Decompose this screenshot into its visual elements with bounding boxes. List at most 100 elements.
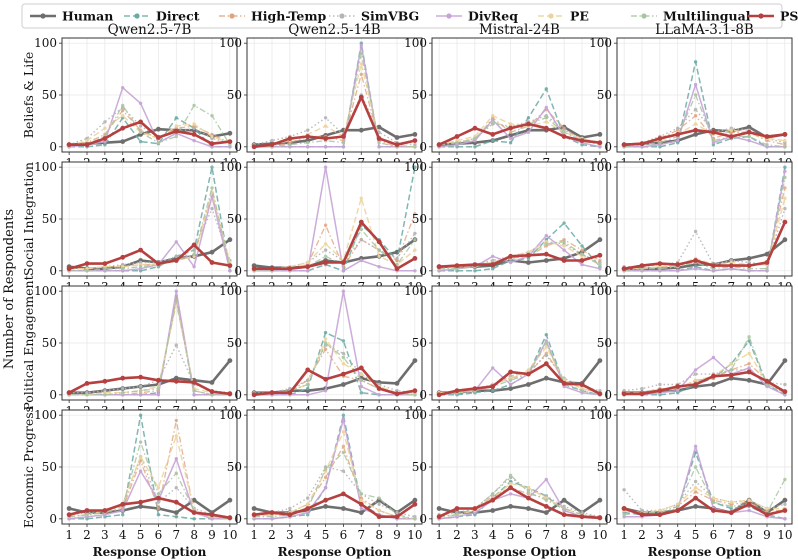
data-point xyxy=(413,517,417,521)
data-point xyxy=(121,513,125,517)
data-point xyxy=(341,430,346,434)
data-point xyxy=(156,261,161,266)
y-tick-label: 100 xyxy=(404,408,427,422)
y-tick-label: 0 xyxy=(419,140,427,154)
data-point xyxy=(728,510,734,515)
data-point xyxy=(120,139,126,145)
data-point xyxy=(394,142,400,148)
data-point xyxy=(359,43,363,47)
data-point xyxy=(209,389,215,395)
y-tick-label: 0 xyxy=(604,388,612,402)
series-line xyxy=(69,414,230,520)
series-line xyxy=(624,128,786,146)
data-point xyxy=(693,258,698,263)
data-point xyxy=(693,132,698,137)
series-line xyxy=(439,482,601,520)
data-point xyxy=(544,353,548,358)
y-tick-label: 50 xyxy=(597,336,612,350)
y-tick-label: 50 xyxy=(597,460,612,474)
series-line xyxy=(624,108,786,146)
data-point xyxy=(323,124,328,128)
data-point xyxy=(174,515,178,519)
data-point xyxy=(358,510,364,515)
y-tick-label: 0 xyxy=(604,140,612,154)
series-line xyxy=(624,94,785,148)
data-point xyxy=(138,499,144,505)
data-point xyxy=(341,141,346,145)
data-point xyxy=(210,165,214,169)
data-point xyxy=(472,506,478,511)
data-point xyxy=(561,512,567,518)
series-psii xyxy=(66,242,233,272)
data-point xyxy=(658,382,662,387)
data-point xyxy=(711,138,716,143)
data-point xyxy=(191,497,197,503)
data-point xyxy=(508,141,513,145)
data-point xyxy=(693,229,698,234)
series-line xyxy=(254,290,415,396)
series-line xyxy=(68,243,231,270)
series-line xyxy=(439,478,600,520)
data-point xyxy=(269,142,275,148)
data-point xyxy=(657,512,663,518)
data-point xyxy=(491,492,495,496)
data-point xyxy=(138,374,144,380)
data-point xyxy=(341,289,346,293)
data-point xyxy=(455,141,459,145)
data-point xyxy=(358,127,364,133)
y-tick-label: 50 xyxy=(227,336,242,350)
y-tick-label: 0 xyxy=(234,264,242,278)
data-point xyxy=(377,496,381,500)
x-tick-label: 6 xyxy=(155,528,163,542)
data-point xyxy=(270,515,274,519)
series-line xyxy=(624,363,786,396)
data-point xyxy=(191,242,197,248)
data-point xyxy=(728,263,734,268)
column-title: Mistral-24B xyxy=(479,22,560,38)
data-point xyxy=(526,116,531,120)
data-point xyxy=(377,145,381,149)
data-point xyxy=(323,254,328,258)
series-psii xyxy=(621,127,788,148)
x-tick-label: 6 xyxy=(710,528,718,542)
data-point xyxy=(782,358,788,363)
data-point xyxy=(436,514,442,520)
data-point xyxy=(746,124,752,130)
data-point xyxy=(156,135,161,140)
data-point xyxy=(191,380,197,385)
y-tick-label: 100 xyxy=(219,160,242,174)
row-label: Economic Progress xyxy=(21,406,36,528)
data-point xyxy=(85,269,89,273)
data-point xyxy=(640,386,644,391)
x-tick-label: 3 xyxy=(471,528,479,542)
data-point xyxy=(377,393,381,397)
data-point xyxy=(341,491,346,497)
data-point xyxy=(598,262,602,267)
x-tick-label: 10 xyxy=(407,528,422,542)
y-tick-label: 100 xyxy=(589,36,612,50)
data-point xyxy=(621,142,627,148)
legend-item-direct: Direct xyxy=(124,9,200,24)
data-point xyxy=(783,477,787,482)
data-point xyxy=(228,143,232,147)
series-line xyxy=(254,451,416,520)
data-point xyxy=(729,504,733,509)
data-point xyxy=(544,333,548,337)
data-point xyxy=(174,418,178,423)
data-point xyxy=(305,506,311,511)
data-point xyxy=(341,382,346,387)
series-line xyxy=(624,187,786,270)
data-point xyxy=(377,508,381,513)
series-line xyxy=(69,359,231,395)
data-point xyxy=(782,497,788,503)
y-tick-label: 0 xyxy=(49,388,57,402)
data-point xyxy=(597,252,603,258)
legend-marker xyxy=(446,13,452,19)
x-tick-label: 4 xyxy=(489,528,497,542)
data-point xyxy=(174,134,178,139)
data-point xyxy=(227,139,233,145)
x-tick-label: 6 xyxy=(340,528,348,542)
